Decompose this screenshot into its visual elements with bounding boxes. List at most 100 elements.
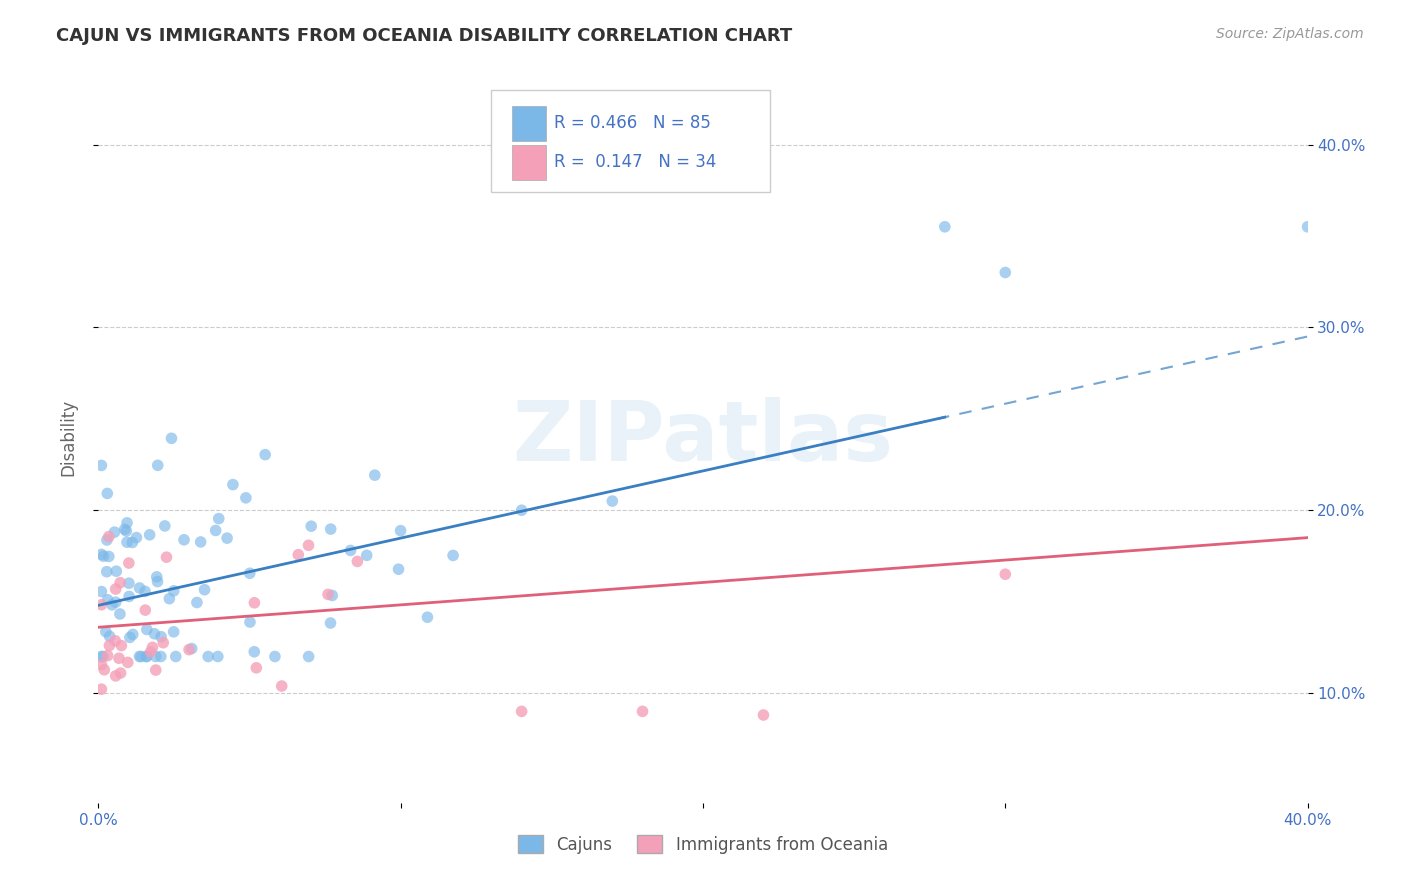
- Point: [186, 595, 208, 609]
- Point: [207, 649, 229, 664]
- FancyBboxPatch shape: [512, 145, 546, 179]
- Point: [254, 448, 277, 462]
- Point: [217, 531, 239, 545]
- Point: [128, 581, 150, 595]
- Point: [163, 624, 186, 639]
- Point: [297, 538, 319, 552]
- Point: [346, 554, 368, 568]
- Point: [155, 550, 177, 565]
- Point: [160, 431, 183, 445]
- Point: [96, 533, 118, 547]
- Point: [190, 535, 212, 549]
- Point: [204, 524, 226, 538]
- Point: [90, 598, 112, 612]
- Point: [104, 669, 127, 683]
- Point: [146, 458, 169, 473]
- Point: [129, 649, 152, 664]
- Point: [146, 574, 169, 589]
- Point: [150, 630, 173, 644]
- Point: [94, 624, 117, 639]
- Point: [101, 598, 124, 612]
- Point: [145, 649, 167, 664]
- Point: [934, 219, 956, 234]
- Point: [235, 491, 257, 505]
- Point: [152, 636, 174, 650]
- Point: [97, 592, 120, 607]
- FancyBboxPatch shape: [492, 90, 769, 192]
- Point: [90, 657, 112, 672]
- Point: [197, 649, 219, 664]
- Point: [98, 629, 121, 643]
- Point: [139, 645, 162, 659]
- Point: [510, 503, 533, 517]
- Point: [243, 596, 266, 610]
- Point: [134, 603, 156, 617]
- Point: [125, 531, 148, 545]
- Text: ZIPatlas: ZIPatlas: [513, 397, 893, 477]
- Point: [118, 556, 141, 570]
- Point: [115, 535, 138, 549]
- Point: [108, 651, 131, 665]
- Point: [96, 565, 118, 579]
- Point: [103, 525, 125, 540]
- FancyBboxPatch shape: [512, 106, 546, 141]
- Point: [138, 528, 160, 542]
- Point: [1386, 348, 1406, 362]
- Point: [97, 549, 120, 564]
- Point: [90, 649, 112, 664]
- Point: [994, 266, 1017, 280]
- Point: [193, 582, 215, 597]
- Point: [1296, 219, 1319, 234]
- Point: [110, 639, 132, 653]
- Point: [93, 663, 115, 677]
- Point: [416, 610, 439, 624]
- Point: [321, 589, 343, 603]
- Point: [90, 584, 112, 599]
- Point: [145, 663, 167, 677]
- Point: [177, 642, 200, 657]
- Point: [128, 649, 150, 664]
- Text: Source: ZipAtlas.com: Source: ZipAtlas.com: [1216, 27, 1364, 41]
- Point: [298, 649, 321, 664]
- Point: [104, 633, 127, 648]
- Point: [105, 564, 128, 578]
- Text: R =  0.147   N = 34: R = 0.147 N = 34: [554, 153, 717, 171]
- Point: [389, 524, 412, 538]
- Point: [339, 543, 361, 558]
- Point: [118, 590, 141, 604]
- Point: [117, 656, 139, 670]
- Point: [287, 548, 309, 562]
- Point: [104, 595, 127, 609]
- Point: [173, 533, 195, 547]
- Point: [356, 549, 378, 563]
- Point: [180, 641, 202, 656]
- Point: [108, 607, 131, 621]
- Point: [135, 649, 157, 664]
- Point: [163, 583, 186, 598]
- Point: [93, 549, 115, 564]
- Point: [90, 547, 112, 561]
- Text: R = 0.466   N = 85: R = 0.466 N = 85: [554, 114, 711, 132]
- Point: [135, 623, 157, 637]
- Point: [299, 519, 322, 533]
- Point: [319, 615, 342, 630]
- Point: [752, 708, 775, 723]
- Point: [114, 522, 136, 536]
- Point: [994, 567, 1017, 582]
- Point: [143, 627, 166, 641]
- Point: [222, 477, 245, 491]
- Point: [239, 615, 262, 629]
- Point: [165, 649, 187, 664]
- Point: [245, 661, 267, 675]
- Point: [115, 516, 138, 530]
- Legend: Cajuns, Immigrants from Oceania: Cajuns, Immigrants from Oceania: [512, 829, 894, 860]
- Point: [149, 649, 172, 664]
- Point: [96, 486, 118, 500]
- Point: [157, 591, 180, 606]
- Point: [97, 648, 120, 663]
- Point: [134, 584, 156, 599]
- Point: [108, 575, 131, 590]
- Point: [316, 587, 339, 601]
- Point: [441, 549, 464, 563]
- Point: [91, 649, 114, 664]
